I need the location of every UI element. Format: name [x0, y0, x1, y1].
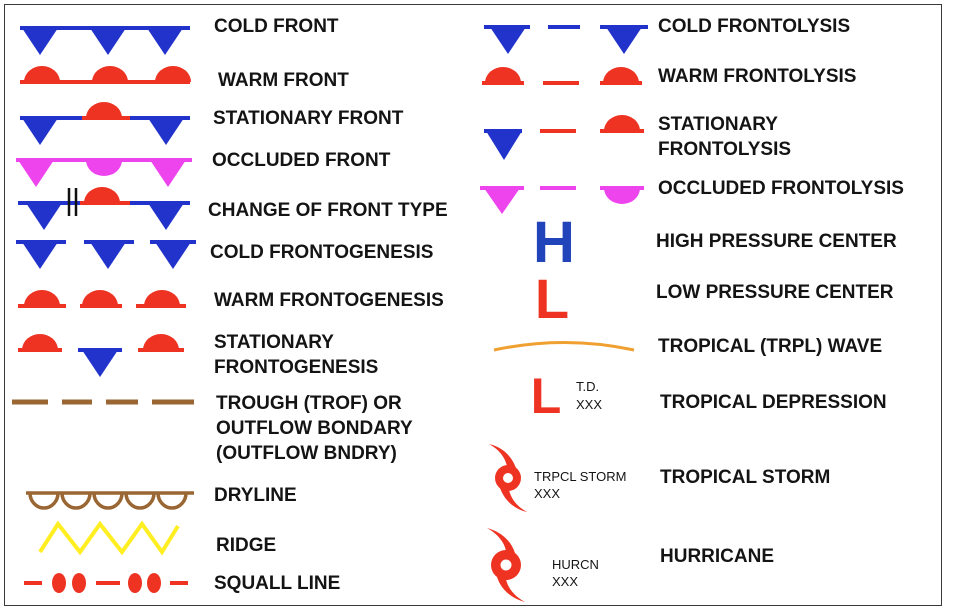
hurricane-code: XXX: [552, 574, 579, 589]
change-of-front-type-symbol: [18, 187, 190, 230]
label-warm-frontogenesis: WARM FRONTOGENESIS: [214, 290, 444, 311]
label-squall-line: SQUALL LINE: [214, 573, 341, 594]
ridge-symbol: [38, 520, 180, 556]
label-change-of-front-type: CHANGE OF FRONT TYPE: [208, 200, 448, 221]
label-cold-frontolysis: COLD FRONTOLYSIS: [658, 16, 851, 37]
warm-frontogenesis-symbol: [18, 290, 186, 308]
stationary-frontolysis-symbol: [484, 115, 644, 160]
label-ridge: RIDGE: [216, 535, 277, 556]
label-tropical-depression: TROPICAL DEPRESSION: [660, 392, 887, 413]
label-stationary-front: STATIONARY FRONT: [213, 108, 404, 129]
dryline-symbol: [26, 491, 194, 510]
label-dryline: DRYLINE: [214, 485, 297, 506]
low-pressure-symbol: L: [535, 267, 569, 330]
td-tag: T.D.: [576, 379, 600, 394]
label-warm-front: WARM FRONT: [218, 70, 349, 91]
tropical-wave-symbol: [493, 341, 635, 352]
warm-front-symbol: [20, 66, 191, 84]
warm-frontolysis-symbol: [482, 67, 642, 85]
cold-frontogenesis-symbol: [16, 240, 196, 269]
label-stationary-frontogenesis-1: STATIONARY: [214, 332, 334, 353]
storm-tag: TRPCL STORM: [534, 469, 627, 484]
occluded-front-symbol: [16, 158, 192, 187]
label-stationary-frontolysis-1: STATIONARY: [658, 114, 778, 135]
svg-text:L: L: [531, 368, 562, 424]
hurricane-tag: HURCN: [552, 557, 599, 572]
label-stationary-frontogenesis-2: FRONTOGENESIS: [214, 357, 379, 378]
label-warm-frontolysis: WARM FRONTOLYSIS: [658, 66, 857, 87]
label-trough-1: TROUGH (TROF) OR: [216, 393, 402, 414]
label-hurricane: HURRICANE: [660, 546, 774, 567]
label-tropical-wave: TROPICAL (TRPL) WAVE: [658, 336, 883, 357]
tropical-storm-symbol: [489, 444, 527, 512]
high-pressure-symbol: H: [533, 210, 575, 275]
label-occluded-front: OCCLUDED FRONT: [212, 150, 391, 171]
squall-line-symbol: [24, 573, 188, 593]
label-occluded-frontolysis: OCCLUDED FRONTOLYSIS: [658, 178, 904, 199]
label-high-pressure-center: HIGH PRESSURE CENTER: [656, 231, 897, 252]
label-trough-2: OUTFLOW BONDARY: [216, 418, 413, 439]
hurricane-symbol: [487, 528, 525, 602]
svg-text:H: H: [533, 210, 575, 275]
label-trough-3: (OUTFLOW BNDRY): [216, 443, 397, 464]
label-stationary-frontolysis-2: FRONTOLYSIS: [658, 139, 792, 160]
stationary-frontogenesis-symbol: [18, 334, 184, 377]
occluded-frontolysis-symbol: [480, 186, 644, 214]
cold-frontolysis-symbol: [484, 25, 648, 54]
td-code: XXX: [576, 397, 603, 412]
label-cold-frontogenesis: COLD FRONTOGENESIS: [210, 242, 434, 263]
storm-code: XXX: [534, 486, 561, 501]
label-tropical-storm: TROPICAL STORM: [660, 467, 831, 488]
tropical-depression-symbol: L: [531, 368, 562, 424]
label-cold-front: COLD FRONT: [214, 16, 339, 37]
label-low-pressure-center: LOW PRESSURE CENTER: [656, 282, 894, 303]
stationary-front-symbol: [20, 102, 190, 145]
svg-text:L: L: [535, 267, 569, 330]
cold-front-symbol: [20, 26, 190, 55]
